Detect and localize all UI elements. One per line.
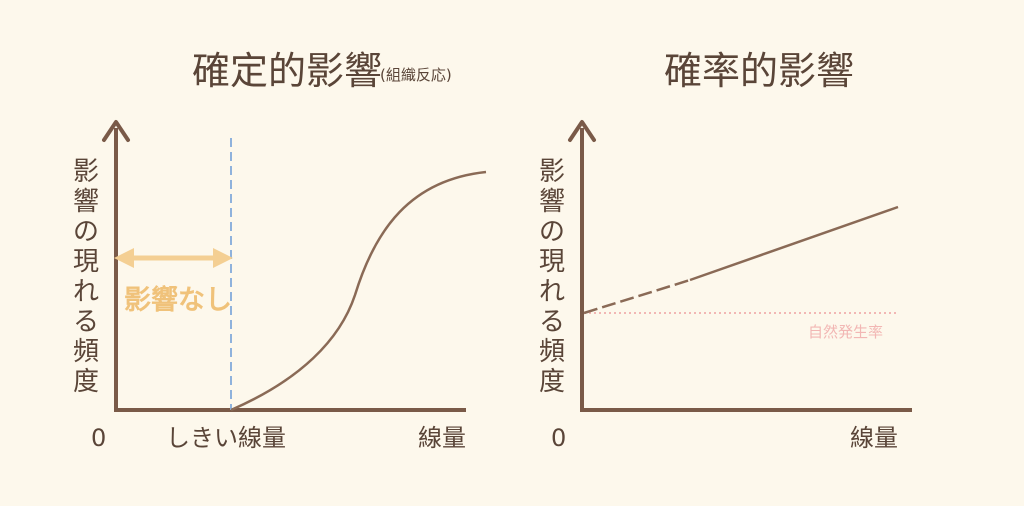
right-y-label-char: 頻: [539, 337, 565, 367]
left-y-label: 影 響 の 現 れ る 頻 度: [73, 157, 99, 397]
left-origin-label: 0: [91, 424, 106, 452]
left-x-label: 線量: [418, 424, 466, 452]
left-y-label-char: 現: [73, 247, 99, 277]
right-y-label-char: 影: [539, 157, 565, 187]
no-effect-label: 影響なし: [124, 284, 232, 316]
left-y-label-char: の: [73, 217, 99, 247]
left-y-label-char: 度: [73, 367, 99, 397]
right-y-arrowhead: [568, 120, 596, 142]
left-y-label-char: れ: [73, 277, 99, 307]
right-origin-label: 0: [551, 424, 566, 452]
right-y-label-char: る: [539, 307, 565, 337]
right-title: 確率的影響: [664, 49, 854, 93]
right-y-label-char: 現: [539, 247, 565, 277]
right-y-label-char: れ: [539, 277, 565, 307]
right-y-label-char: 響: [539, 187, 565, 217]
left-title-sub: (組織反応): [380, 66, 452, 84]
left-y-label-char: 響: [73, 187, 99, 217]
deterministic-curve: [230, 170, 487, 412]
stochastic-line-solid: [689, 205, 899, 282]
left-y-label-char: 影: [73, 157, 99, 187]
deterministic-panel: 確定的影響 (組織反応) 影 響 の 現 れ る 頻 度 影響なし 0 しきい線…: [73, 49, 487, 452]
left-y-label-char: る: [73, 307, 99, 337]
right-x-label: 線量: [850, 424, 898, 452]
stochastic-line-dashed: [583, 278, 691, 315]
threshold-label: しきい線量: [166, 424, 286, 452]
left-y-arrowhead: [102, 120, 130, 142]
natural-rate-label: 自然発生率: [808, 323, 883, 341]
stochastic-panel: 確率的影響 影 響 の 現 れ る 頻 度 自然発生率 0 線量: [539, 49, 912, 452]
right-y-label: 影 響 の 現 れ る 頻 度: [539, 157, 565, 397]
right-y-label-char: の: [539, 217, 565, 247]
left-y-label-char: 頻: [73, 337, 99, 367]
right-y-label-char: 度: [539, 367, 565, 397]
left-title: 確定的影響: [192, 49, 382, 93]
